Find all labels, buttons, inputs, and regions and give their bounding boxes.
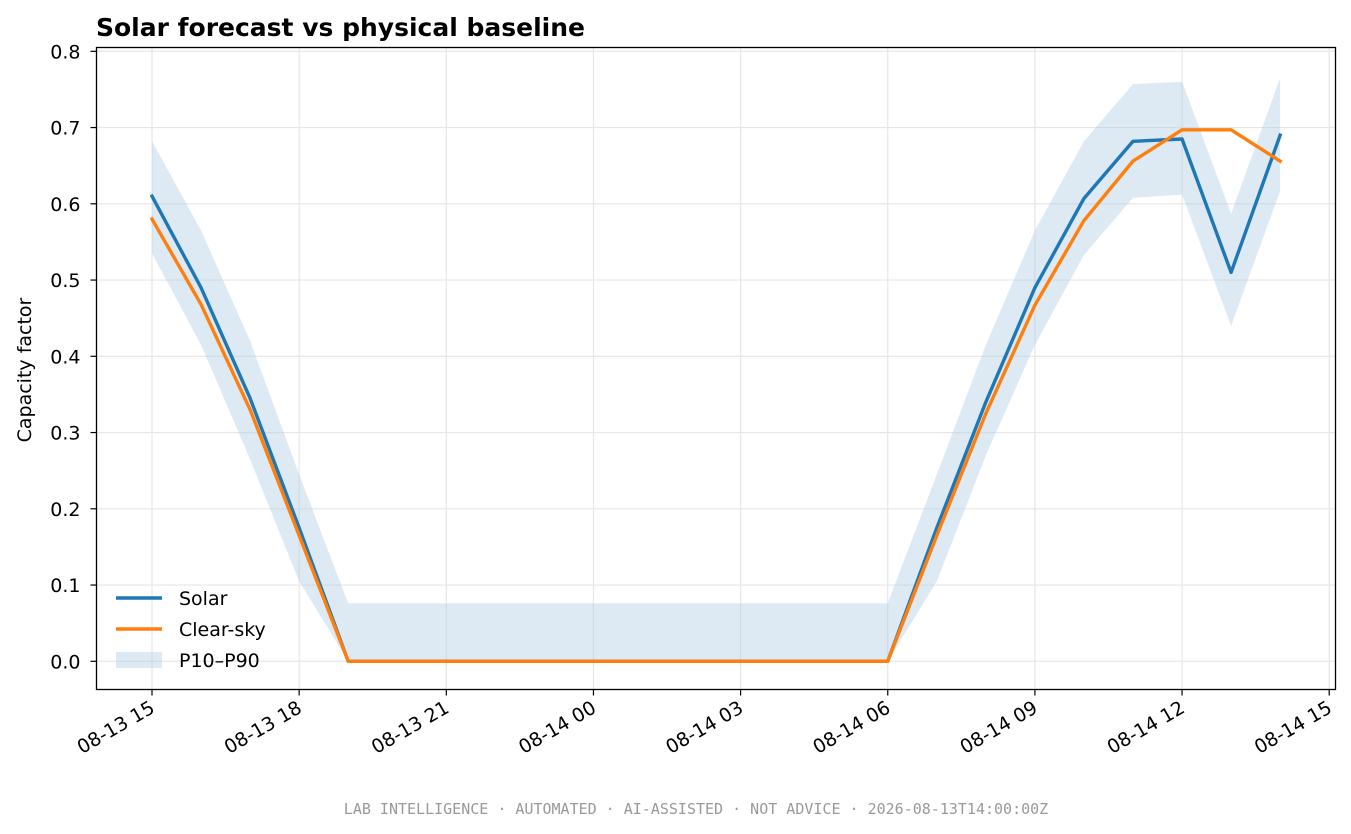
footer-disclaimer: LAB INTELLIGENCE · AUTOMATED · AI-ASSIST… xyxy=(344,800,1048,818)
y-tick-label: 0.2 xyxy=(50,499,80,521)
x-tick-label: 08-14 06 xyxy=(809,697,894,759)
x-tick-label: 08-14 03 xyxy=(662,697,747,759)
y-tick-label: 0.3 xyxy=(50,423,80,445)
y-axis: 0.0 0.1 0.2 0.3 0.4 0.5 0.6 0.7 0.8 xyxy=(50,41,97,673)
x-tick-label: 08-13 21 xyxy=(368,697,453,759)
y-tick-label: 0.6 xyxy=(50,194,80,216)
band-layer xyxy=(152,78,1281,662)
x-axis: 08-13 15 08-13 18 08-13 21 08-14 00 08-14 03… xyxy=(74,689,1336,759)
legend: Solar Clear-sky P10–P90 xyxy=(116,588,266,672)
x-tick-label: 08-14 15 xyxy=(1251,697,1336,759)
x-tick-label: 08-13 18 xyxy=(221,697,306,759)
y-axis-label: Capacity factor xyxy=(14,297,36,442)
legend-label: Solar xyxy=(179,588,228,610)
legend-label: P10–P90 xyxy=(179,650,260,672)
y-tick-label: 0.4 xyxy=(50,346,80,368)
grid xyxy=(96,47,1336,690)
y-tick-label: 0.0 xyxy=(50,651,80,673)
x-tick-label: 08-14 12 xyxy=(1104,697,1189,759)
y-tick-label: 0.5 xyxy=(50,270,80,292)
chart-title: Solar forecast vs physical baseline xyxy=(96,13,585,42)
x-tick-label: 08-13 15 xyxy=(74,697,159,759)
legend-label: Clear-sky xyxy=(179,619,266,641)
plot-frame xyxy=(95,46,1337,691)
y-tick-label: 0.8 xyxy=(50,41,80,63)
y-tick-label: 0.7 xyxy=(50,118,80,140)
legend-swatch xyxy=(116,652,162,668)
y-tick-label: 0.1 xyxy=(50,575,80,597)
series-layer xyxy=(149,128,1283,663)
x-tick-label: 08-14 09 xyxy=(956,697,1041,759)
series-line-clear-sky xyxy=(149,128,1283,663)
x-tick-label: 08-14 00 xyxy=(515,697,600,759)
band-p10-p90 xyxy=(152,78,1281,662)
